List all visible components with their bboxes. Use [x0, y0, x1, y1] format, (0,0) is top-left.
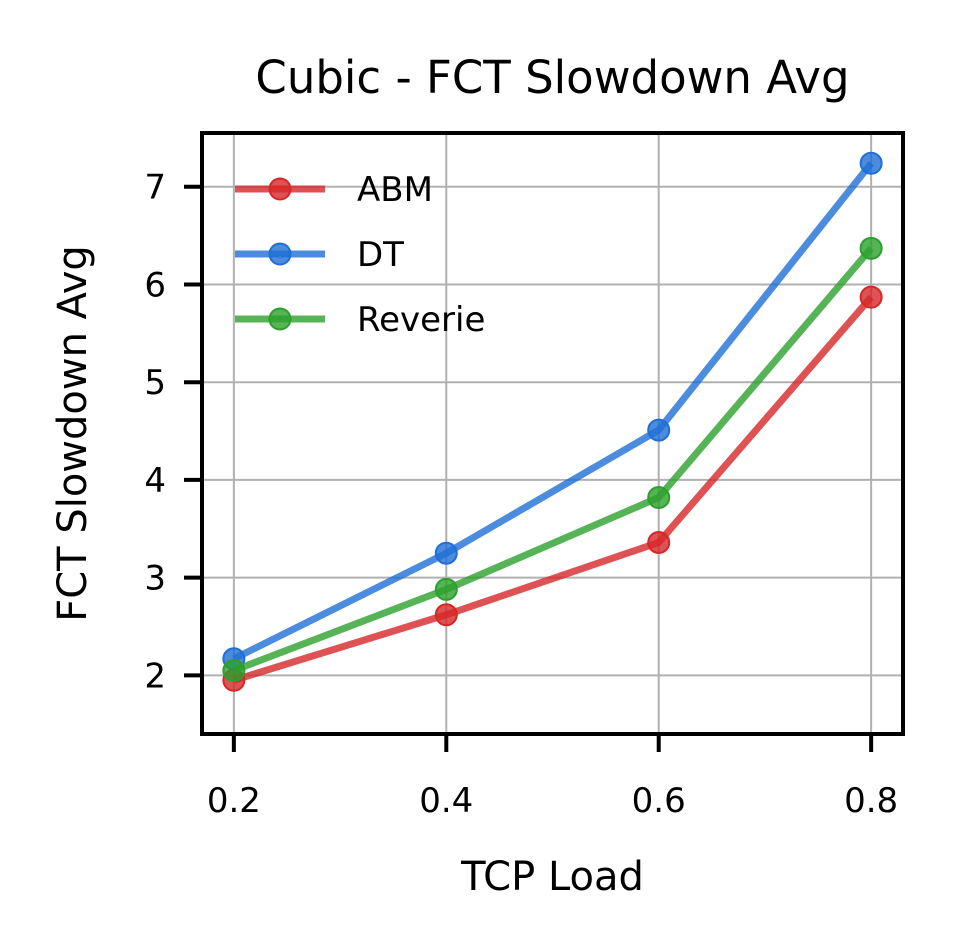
- data-point-reverie: [434, 577, 458, 601]
- data-point-abm: [647, 530, 671, 554]
- x-tick-label: 0.6: [632, 781, 686, 821]
- data-point-abm: [434, 603, 458, 627]
- x-tick-label: 0.2: [207, 781, 261, 821]
- y-tick-label: 5: [144, 363, 166, 403]
- x-tick-label: 0.8: [844, 781, 898, 821]
- data-point-abm: [859, 285, 883, 309]
- axis-ticks: 0.2 0.4 0.6 0.8 2 3 4 5 6 7: [144, 168, 898, 821]
- y-tick-label: 2: [144, 656, 166, 696]
- x-axis-label: TCP Load: [460, 854, 644, 900]
- y-tick-label: 6: [144, 265, 166, 305]
- legend-label: ABM: [357, 170, 433, 210]
- series-line-reverie: [232, 246, 874, 674]
- series-line-abm: [232, 294, 874, 684]
- data-point-reverie: [647, 486, 671, 510]
- series-line-dt: [232, 161, 874, 662]
- y-tick-label: 4: [144, 461, 166, 501]
- y-tick-label: 3: [144, 559, 166, 599]
- y-axis-label: FCT Slowdown Avg: [50, 245, 96, 622]
- chart-title: Cubic - FCT Slowdown Avg: [255, 51, 849, 104]
- legend-label: Reverie: [357, 300, 485, 340]
- legend-swatch-marker: [268, 242, 292, 266]
- data-point-dt: [434, 541, 458, 565]
- data-point-dt: [647, 418, 671, 442]
- data-point-dt: [859, 151, 883, 175]
- plot-frame: [200, 131, 905, 736]
- legend-label: DT: [357, 235, 404, 275]
- legend: ABM DT Reverie: [235, 170, 485, 340]
- x-tick-label: 0.4: [419, 781, 473, 821]
- legend-swatch-marker: [268, 177, 292, 201]
- series-lines: [222, 151, 883, 692]
- legend-swatch-marker: [268, 307, 292, 331]
- y-tick-label: 7: [144, 168, 166, 208]
- data-point-reverie: [859, 236, 883, 260]
- data-point-reverie: [222, 658, 246, 682]
